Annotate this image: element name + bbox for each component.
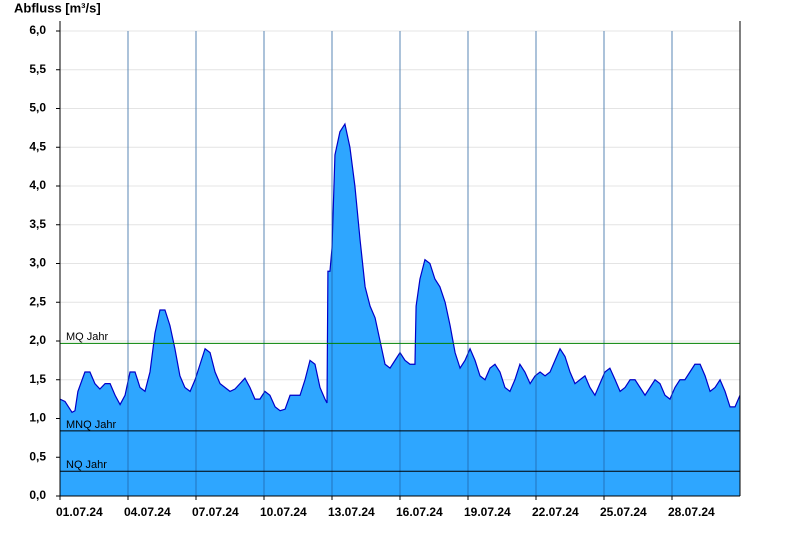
x-tick-label: 01.07.24 xyxy=(56,505,103,519)
x-tick-label: 28.07.24 xyxy=(668,505,715,519)
x-tick-label: 13.07.24 xyxy=(328,505,375,519)
x-tick-label: 16.07.24 xyxy=(396,505,443,519)
y-tick-label: 2,5 xyxy=(29,294,46,308)
y-tick-label: 1,0 xyxy=(29,411,46,425)
y-tick-label: 6,0 xyxy=(29,23,46,37)
y-tick-label: 5,0 xyxy=(29,101,46,115)
y-tick-label: 0,0 xyxy=(29,488,46,502)
x-tick-label: 07.07.24 xyxy=(192,505,239,519)
chart-title: Abfluss [m³/s] xyxy=(14,0,101,15)
reference-label: NQ Jahr xyxy=(66,459,107,471)
x-tick-label: 19.07.24 xyxy=(464,505,511,519)
x-tick-label: 25.07.24 xyxy=(600,505,647,519)
x-tick-label: 22.07.24 xyxy=(532,505,579,519)
y-tick-label: 1,5 xyxy=(29,372,46,386)
y-tick-label: 0,5 xyxy=(29,449,46,463)
y-tick-label: 5,5 xyxy=(29,62,46,76)
y-tick-label: 3,0 xyxy=(29,256,46,270)
reference-label: MQ Jahr xyxy=(66,331,109,343)
y-tick-label: 4,0 xyxy=(29,178,46,192)
x-tick-label: 04.07.24 xyxy=(124,505,171,519)
discharge-line xyxy=(59,122,741,414)
y-tick-label: 4,5 xyxy=(29,139,46,153)
y-tick-label: 3,5 xyxy=(29,217,46,231)
y-tick-label: 2,0 xyxy=(29,333,46,347)
reference-label: MNQ Jahr xyxy=(66,419,116,431)
x-tick-label: 10.07.24 xyxy=(260,505,307,519)
discharge-area xyxy=(60,124,740,496)
